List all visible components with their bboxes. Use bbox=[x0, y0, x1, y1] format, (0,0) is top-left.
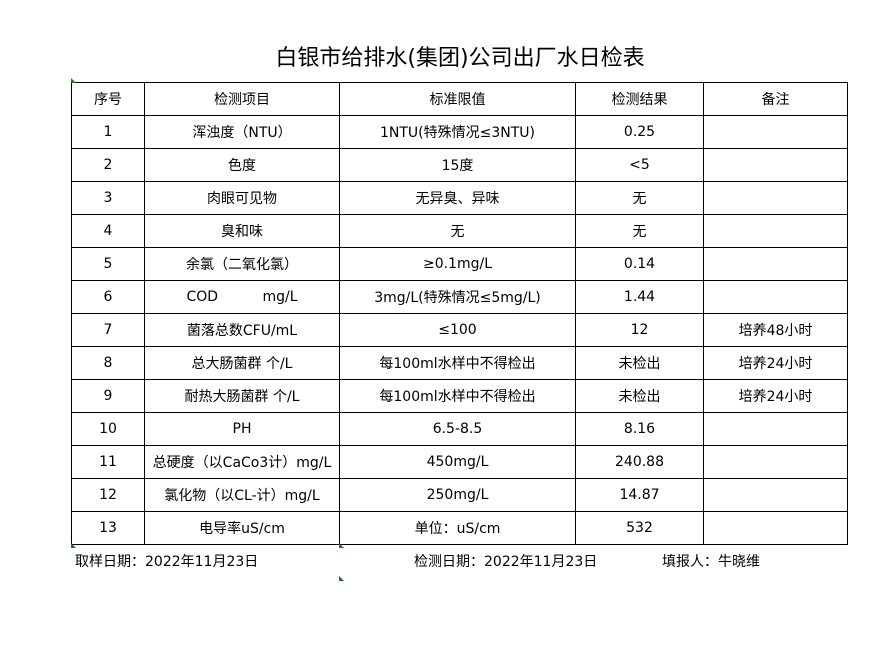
item-cell: 菌落总数CFU/mL bbox=[144, 313, 340, 347]
seq-cell: 4 bbox=[71, 214, 145, 248]
standard-cell: 1NTU(特殊情况≤3NTU) bbox=[339, 115, 576, 149]
result-cell: 无 bbox=[575, 181, 704, 215]
result-cell: 0.25 bbox=[575, 115, 704, 149]
result-cell: 检测结果 bbox=[575, 82, 704, 116]
result-cell: 未检出 bbox=[575, 346, 704, 380]
cell-marker bbox=[71, 543, 76, 548]
item-cell: PH bbox=[144, 412, 340, 446]
item-cell: 余氯（二氧化氯） bbox=[144, 247, 340, 281]
remark-cell bbox=[703, 181, 848, 215]
table-row: 13 电导率uS/cm 单位：uS/cm 532 bbox=[71, 511, 848, 545]
standard-cell: 450mg/L bbox=[339, 445, 576, 479]
remark-cell bbox=[703, 115, 848, 149]
inspection-table: 序号 检测项目 标准限值 检测结果 备注 1 浑浊度（NTU） 1NTU(特殊情况≤3NTU)… bbox=[71, 82, 848, 545]
table-row: 9 耐热大肠菌群 个/L 每100ml水样中不得检出 未检出 培养24小时 bbox=[71, 379, 848, 413]
standard-cell: 15度 bbox=[339, 148, 576, 182]
remark-cell bbox=[703, 445, 848, 479]
remark-cell: 备注 bbox=[703, 82, 848, 116]
item-cell: 总硬度（以CaCo3计）mg/L bbox=[144, 445, 340, 479]
item-cell: 检测项目 bbox=[144, 82, 340, 116]
item-cell: 氯化物（以CL-计）mg/L bbox=[144, 478, 340, 512]
standard-cell: 250mg/L bbox=[339, 478, 576, 512]
remark-cell: 培养24小时 bbox=[703, 346, 848, 380]
seq-cell: 1 bbox=[71, 115, 145, 149]
standard-cell: 无 bbox=[339, 214, 576, 248]
result-cell: <5 bbox=[575, 148, 704, 182]
remark-cell bbox=[703, 478, 848, 512]
result-cell: 8.16 bbox=[575, 412, 704, 446]
standard-cell: 无异臭、异味 bbox=[339, 181, 576, 215]
result-cell: 12 bbox=[575, 313, 704, 347]
table-row: 2 色度 15度 <5 bbox=[71, 148, 848, 182]
remark-cell: 培养48小时 bbox=[703, 313, 848, 347]
standard-cell: 每100ml水样中不得检出 bbox=[339, 379, 576, 413]
result-cell: 532 bbox=[575, 511, 704, 545]
remark-cell bbox=[703, 214, 848, 248]
result-cell: 未检出 bbox=[575, 379, 704, 413]
remark-cell bbox=[703, 412, 848, 446]
seq-cell: 8 bbox=[71, 346, 145, 380]
result-cell: 240.88 bbox=[575, 445, 704, 479]
standard-cell: ≥0.1mg/L bbox=[339, 247, 576, 281]
seq-cell: 2 bbox=[71, 148, 145, 182]
seq-cell: 10 bbox=[71, 412, 145, 446]
sampling-date: 取样日期：2022年11月23日 bbox=[75, 554, 259, 570]
result-cell: 14.87 bbox=[575, 478, 704, 512]
item-cell: 耐热大肠菌群 个/L bbox=[144, 379, 340, 413]
standard-cell: ≤100 bbox=[339, 313, 576, 347]
item-cell: 肉眼可见物 bbox=[144, 181, 340, 215]
filled-by: 填报人：牛晓维 bbox=[662, 554, 760, 570]
standard-cell: 单位：uS/cm bbox=[339, 511, 576, 545]
seq-cell: 7 bbox=[71, 313, 145, 347]
item-cell: 色度 bbox=[144, 148, 340, 182]
remark-cell bbox=[703, 511, 848, 545]
item-cell: 浑浊度（NTU） bbox=[144, 115, 340, 149]
cell-marker bbox=[339, 576, 344, 581]
table-row: 1 浑浊度（NTU） 1NTU(特殊情况≤3NTU) 0.25 bbox=[71, 115, 848, 149]
page-title: 白银市给排水(集团)公司出厂水日检表 bbox=[275, 46, 645, 71]
seq-cell: 12 bbox=[71, 478, 145, 512]
seq-cell: 5 bbox=[71, 247, 145, 281]
remark-cell bbox=[703, 280, 848, 314]
item-cell: COD mg/L bbox=[144, 280, 340, 314]
seq-cell: 6 bbox=[71, 280, 145, 314]
standard-cell: 6.5-8.5 bbox=[339, 412, 576, 446]
table-header-row: 序号 检测项目 标准限值 检测结果 备注 bbox=[71, 82, 848, 116]
seq-cell: 序号 bbox=[71, 82, 145, 116]
table-row: 3 肉眼可见物 无异臭、异味无 bbox=[71, 181, 848, 215]
result-cell: 1.44 bbox=[575, 280, 704, 314]
table-row: 10 PH 6.5-8.5 8.16 bbox=[71, 412, 848, 446]
seq-cell: 11 bbox=[71, 445, 145, 479]
remark-cell bbox=[703, 247, 848, 281]
table-row: 4 臭和味无无 bbox=[71, 214, 848, 248]
table-row: 7 菌落总数CFU/mL ≤100 12 培养48小时 bbox=[71, 313, 848, 347]
remark-cell: 培养24小时 bbox=[703, 379, 848, 413]
test-date: 检测日期：2022年11月23日 bbox=[414, 554, 598, 570]
table-row: 5 余氯（二氧化氯） ≥0.1mg/L 0.14 bbox=[71, 247, 848, 281]
item-cell: 电导率uS/cm bbox=[144, 511, 340, 545]
item-cell: 臭和味 bbox=[144, 214, 340, 248]
result-cell: 0.14 bbox=[575, 247, 704, 281]
item-cell: 总大肠菌群 个/L bbox=[144, 346, 340, 380]
table-row: 12 氯化物（以CL-计）mg/L 250mg/L 14.87 bbox=[71, 478, 848, 512]
seq-cell: 13 bbox=[71, 511, 145, 545]
remark-cell bbox=[703, 148, 848, 182]
cell-marker bbox=[339, 543, 344, 548]
standard-cell: 3mg/L(特殊情况≤5mg/L) bbox=[339, 280, 576, 314]
seq-cell: 3 bbox=[71, 181, 145, 215]
table-row: 6 COD mg/L 3mg/L(特殊情况≤5mg/L) 1.44 bbox=[71, 280, 848, 314]
table-row: 8 总大肠菌群 个/L 每100ml水样中不得检出 未检出 培养24小时 bbox=[71, 346, 848, 380]
result-cell: 无 bbox=[575, 214, 704, 248]
standard-cell: 每100ml水样中不得检出 bbox=[339, 346, 576, 380]
standard-cell: 标准限值 bbox=[339, 82, 576, 116]
table-row: 11 总硬度（以CaCo3计）mg/L 450mg/L 240.88 bbox=[71, 445, 848, 479]
cell-marker bbox=[71, 78, 76, 83]
seq-cell: 9 bbox=[71, 379, 145, 413]
